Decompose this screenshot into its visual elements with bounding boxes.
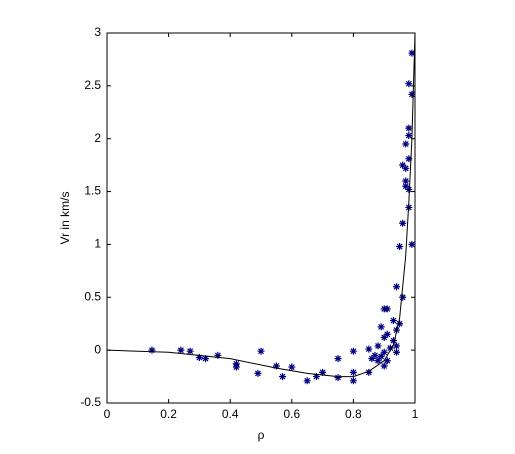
data-point [405, 124, 413, 132]
data-point [389, 317, 397, 325]
fit-line [106, 32, 416, 378]
data-point [257, 347, 265, 355]
data-point [374, 357, 382, 365]
data-point [334, 374, 342, 382]
data-point [399, 219, 407, 227]
data-point [272, 362, 280, 370]
data-point [383, 305, 391, 313]
data-point [288, 363, 296, 371]
data-point [186, 347, 194, 355]
plot-area [106, 32, 416, 404]
data-point [349, 377, 357, 385]
data-point [349, 347, 357, 355]
x-tick-label: 0.8 [345, 407, 362, 421]
data-point [408, 49, 416, 57]
data-point [349, 368, 357, 376]
data-point [393, 283, 401, 291]
data-point [148, 346, 156, 354]
data-point [232, 363, 240, 371]
y-tick-label: 0 [94, 342, 101, 356]
data-point [405, 185, 413, 193]
data-point [405, 80, 413, 88]
x-tick-label: 0.4 [222, 407, 239, 421]
data-point [195, 354, 203, 362]
data-point [374, 342, 382, 350]
data-point [365, 345, 373, 353]
data-point [254, 369, 262, 377]
data-point [408, 240, 416, 248]
data-point [402, 182, 410, 190]
data-point [383, 330, 391, 338]
data-point [396, 320, 404, 328]
data-point [319, 368, 327, 376]
x-tick-label: 0 [104, 407, 111, 421]
data-point [377, 352, 385, 360]
data-point [402, 140, 410, 148]
data-point [386, 344, 394, 352]
data-point [380, 333, 388, 341]
data-point [389, 337, 397, 345]
data-point [202, 355, 210, 363]
data-point [399, 293, 407, 301]
data-point [368, 355, 376, 363]
data-point [365, 368, 373, 376]
data-point [396, 243, 404, 251]
data-point [334, 355, 342, 363]
data-point [402, 164, 410, 172]
data-point [312, 373, 320, 381]
y-tick-label: 0.5 [84, 289, 101, 303]
x-tick-label: 0.2 [160, 407, 177, 421]
data-point [405, 132, 413, 140]
x-tick-label: 0.6 [283, 407, 300, 421]
y-axis-label: Vr in km/s [58, 192, 72, 245]
data-point [377, 323, 385, 331]
data-point [408, 90, 416, 98]
data-point [393, 342, 401, 350]
data-point [393, 348, 401, 356]
data-point [402, 177, 410, 185]
data-point [279, 373, 287, 381]
y-tick-label: 3 [94, 25, 101, 39]
y-tick-label: -0.5 [80, 395, 101, 409]
y-tick-label: 1.5 [84, 184, 101, 198]
data-point [380, 362, 388, 370]
data-point [399, 161, 407, 169]
data-point [371, 351, 379, 359]
x-tick-label: 1 [412, 407, 419, 421]
data-point [380, 348, 388, 356]
y-tick-label: 2.5 [84, 78, 101, 92]
data-point [177, 346, 185, 354]
y-tick-label: 2 [94, 131, 101, 145]
y-tick-label: 1 [94, 237, 101, 251]
data-point [405, 155, 413, 163]
data-point [214, 351, 222, 359]
x-axis-label: ρ [258, 428, 265, 442]
data-point [383, 357, 391, 365]
data-point [303, 377, 311, 385]
